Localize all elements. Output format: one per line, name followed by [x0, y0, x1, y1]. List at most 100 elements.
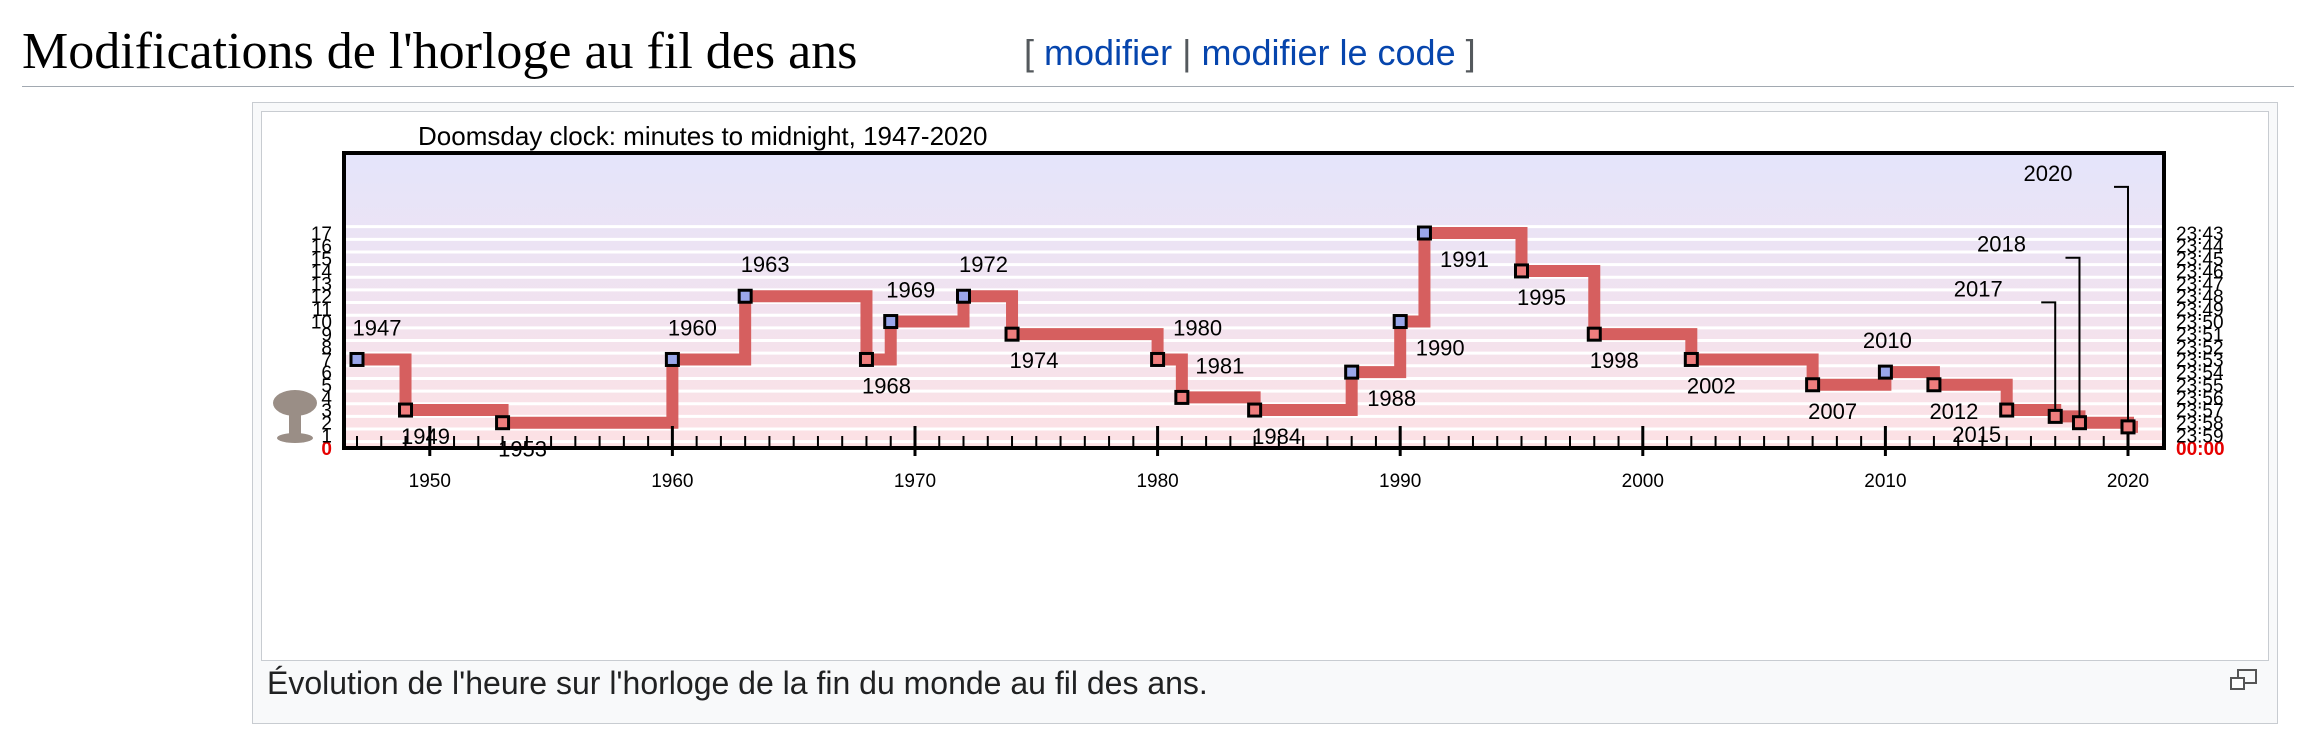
y-tick-label-right: 23:52 [2176, 338, 2224, 359]
y-tick-label-left: 10 [311, 313, 332, 334]
data-point-marker [737, 288, 753, 304]
y-tick-label-left: 8 [321, 338, 332, 359]
data-point-marker [1513, 263, 1529, 279]
chart-frame[interactable]: Doomsday clock: minutes to midnight, 194… [261, 111, 2269, 661]
section-title: Modifications de l'horloge au fil des an… [22, 23, 858, 80]
year-label: 1960 [668, 315, 717, 340]
y-tick-label-right: 23:47 [2176, 275, 2224, 296]
x-tick-label: 2000 [1622, 471, 1664, 492]
year-label: 2017 [1954, 276, 2003, 301]
y-tick-label-left: 1 [321, 426, 332, 447]
year-label: 1991 [1440, 247, 1489, 272]
y-tick-label-right: 23:51 [2176, 325, 2224, 346]
label-leader-line [2041, 301, 2057, 411]
y-tick-label-left: 3 [321, 401, 332, 422]
data-point-marker [1247, 402, 1263, 418]
year-label: 1963 [741, 252, 790, 277]
label-leader-line [2114, 185, 2129, 421]
data-point-marker [1174, 389, 1190, 405]
x-tick-label: 2020 [2107, 471, 2149, 492]
chart-title: Doomsday clock: minutes to midnight, 194… [418, 121, 987, 151]
edit-link[interactable]: modifier [1044, 32, 1173, 73]
data-point-marker [2071, 415, 2087, 431]
year-label: 2010 [1863, 328, 1912, 353]
data-point-marker [1999, 402, 2015, 418]
y-tick-label-left: 0 [321, 439, 332, 460]
y-tick-label-right: 23:50 [2176, 313, 2224, 334]
data-point-marker [1926, 377, 1942, 393]
y-tick-label-right: 23:54 [2176, 363, 2224, 384]
y-tick-label-right: 23:57 [2176, 401, 2224, 422]
year-label: 2007 [1808, 399, 1857, 424]
year-label: 1998 [1590, 348, 1639, 373]
y-tick-label-left: 9 [321, 325, 332, 346]
data-point-marker [1344, 364, 1360, 380]
y-tick-label-left: 16 [311, 237, 332, 258]
year-label: 1980 [1173, 315, 1222, 340]
y-tick-label-left: 14 [311, 262, 333, 283]
y-tick-label-left: 2 [321, 414, 332, 435]
y-tick-label-left: 12 [311, 287, 332, 308]
year-label: 2015 [1952, 422, 2001, 447]
year-label: 2012 [1929, 399, 1978, 424]
doomsday-step-line [357, 227, 2138, 433]
doomsday-chart: Doomsday clock: minutes to midnight, 194… [273, 121, 2225, 492]
data-point-marker [1150, 351, 1166, 367]
data-point-marker [1416, 225, 1432, 241]
year-label: 1990 [1416, 336, 1465, 361]
y-tick-label-left: 13 [311, 275, 332, 296]
data-point-marker [1392, 314, 1408, 330]
label-leader-line [2065, 256, 2081, 417]
data-point-marker [883, 314, 899, 330]
year-label: 1995 [1517, 285, 1566, 310]
data-point-marker [1004, 326, 1020, 342]
y-tick-label-left: 4 [321, 388, 332, 409]
y-tick-label-right: 23:46 [2176, 262, 2224, 283]
year-label: 1984 [1252, 424, 1301, 449]
data-point-marker [1586, 326, 1602, 342]
year-label: 1972 [959, 252, 1008, 277]
year-label: 1974 [1010, 348, 1059, 373]
year-label: 1949 [401, 424, 450, 449]
data-point-marker [1683, 351, 1699, 367]
year-label: 2020 [2024, 161, 2073, 186]
y-tick-label-right: 00:00 [2176, 439, 2225, 460]
x-tick-label: 1950 [409, 471, 451, 492]
y-tick-label-left: 7 [321, 350, 332, 371]
y-tick-label-left: 6 [321, 363, 332, 384]
edit-section-links: [ modifier | modifier le code ] [1024, 32, 1476, 74]
y-tick-label-right: 23:55 [2176, 376, 2224, 397]
figure-thumbnail: Doomsday clock: minutes to midnight, 194… [252, 102, 2278, 724]
figure-caption: Évolution de l'heure sur l'horloge de la… [267, 665, 1208, 701]
y-tick-label-left: 11 [312, 300, 332, 321]
y-tick-label-right: 23:49 [2176, 300, 2224, 321]
magnify-clip-icon[interactable] [2229, 667, 2259, 693]
year-label: 1981 [1195, 353, 1244, 378]
year-label: 1988 [1367, 386, 1416, 411]
data-point-marker [398, 402, 414, 418]
y-tick-label-right: 23:43 [2176, 224, 2224, 245]
mushroom-cloud-icon [273, 390, 317, 443]
x-tick-label: 1970 [894, 471, 936, 492]
y-tick-label-right: 23:58 [2176, 414, 2224, 435]
year-label: 1968 [862, 373, 911, 398]
x-tick-label: 2010 [1864, 471, 1906, 492]
year-label: 2002 [1687, 373, 1736, 398]
data-point-marker [1877, 364, 1893, 380]
x-tick-label: 1990 [1379, 471, 1421, 492]
open-bracket: [ [1024, 32, 1035, 73]
data-point-marker [956, 288, 972, 304]
y-tick-label-left: 5 [321, 376, 332, 397]
section-heading: Modifications de l'horloge au fil des an… [22, 14, 2294, 87]
y-tick-label-right: 23:56 [2176, 388, 2224, 409]
year-label: 1953 [498, 437, 547, 462]
data-point-marker [2047, 408, 2063, 424]
year-label: 1969 [886, 278, 935, 303]
year-label: 2018 [1977, 232, 2026, 257]
data-point-marker [664, 351, 680, 367]
y-tick-label-right: 23:53 [2176, 350, 2224, 371]
data-point-marker [2120, 419, 2136, 435]
edit-separator: | [1182, 32, 1192, 73]
edit-code-link[interactable]: modifier le code [1201, 32, 1456, 73]
y-tick-label-left: 15 [311, 249, 332, 270]
